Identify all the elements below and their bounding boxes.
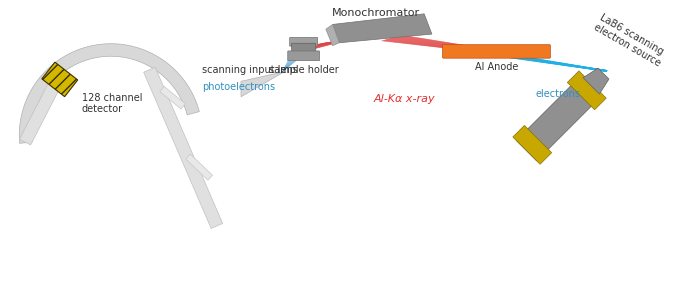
Text: sample holder: sample holder bbox=[269, 65, 339, 75]
Polygon shape bbox=[516, 76, 602, 161]
Polygon shape bbox=[333, 14, 432, 43]
Polygon shape bbox=[567, 71, 606, 110]
Polygon shape bbox=[513, 125, 552, 164]
Polygon shape bbox=[326, 24, 339, 46]
Polygon shape bbox=[20, 44, 199, 143]
Polygon shape bbox=[296, 39, 352, 49]
Polygon shape bbox=[583, 68, 609, 94]
Text: photoelectrons: photoelectrons bbox=[202, 82, 276, 92]
FancyBboxPatch shape bbox=[443, 45, 550, 58]
Bar bbox=[144, 67, 222, 228]
Text: Monochromator: Monochromator bbox=[332, 8, 420, 18]
Text: Al Anode: Al Anode bbox=[475, 62, 518, 72]
Text: scanning input lens: scanning input lens bbox=[202, 65, 298, 75]
FancyBboxPatch shape bbox=[288, 51, 320, 61]
Polygon shape bbox=[241, 72, 285, 97]
Bar bbox=[186, 154, 212, 180]
Text: Al-Kα x-ray: Al-Kα x-ray bbox=[374, 94, 435, 104]
Polygon shape bbox=[481, 53, 611, 71]
Polygon shape bbox=[382, 35, 516, 53]
Bar bbox=[42, 62, 78, 97]
FancyBboxPatch shape bbox=[290, 38, 318, 46]
Text: 128 channel
detector: 128 channel detector bbox=[82, 93, 143, 115]
Text: LaB6 scanning
electron source: LaB6 scanning electron source bbox=[592, 12, 668, 68]
Polygon shape bbox=[283, 49, 312, 72]
Bar bbox=[160, 86, 185, 109]
FancyBboxPatch shape bbox=[291, 43, 316, 54]
Bar bbox=[20, 72, 66, 145]
Text: electrons: electrons bbox=[535, 89, 580, 99]
